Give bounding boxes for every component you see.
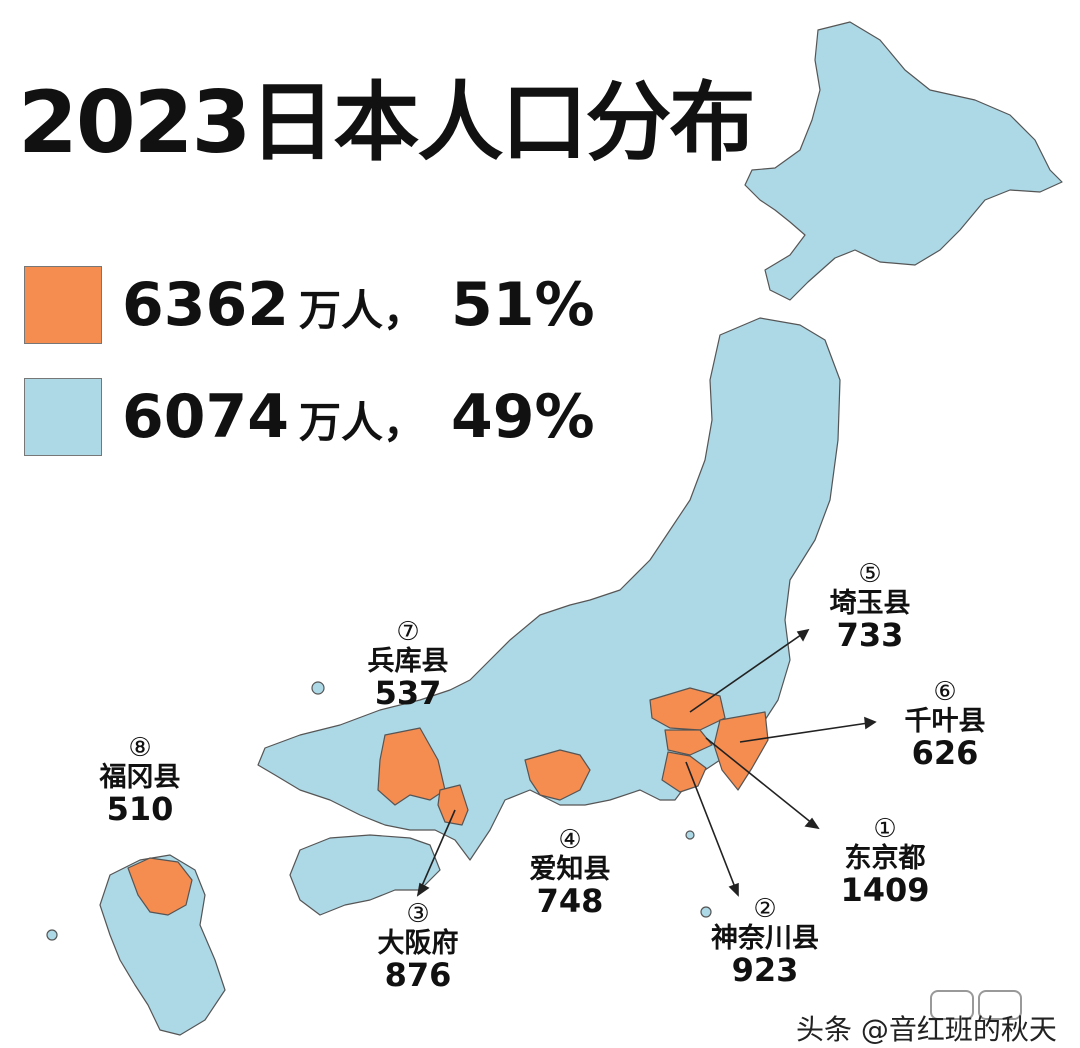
region-hokkaido bbox=[744, 21, 1063, 301]
map-title: 2023日本人口分布 bbox=[18, 73, 755, 173]
legend-population: 6362 bbox=[122, 270, 289, 340]
legend-unit: 万人， bbox=[299, 286, 426, 335]
legend-percent: 49% bbox=[451, 382, 595, 452]
pref-kanagawa bbox=[661, 751, 707, 793]
label-kanagawa: ② 神奈川县 923 bbox=[711, 894, 819, 990]
pref-aichi bbox=[524, 749, 591, 801]
region-kyushu bbox=[99, 854, 226, 1036]
label-fukuoka: ⑧ 福冈县 510 bbox=[99, 733, 181, 829]
label-chiba: ⑥ 千叶县 626 bbox=[904, 677, 986, 773]
label-hyogo: ⑦ 兵库县 537 bbox=[367, 617, 449, 713]
region-shikoku bbox=[289, 834, 441, 916]
pref-fukuoka bbox=[127, 857, 193, 916]
pref-chiba bbox=[713, 711, 769, 791]
legend-unit: 万人， bbox=[299, 398, 426, 447]
watermark-box bbox=[930, 990, 974, 1020]
legend-item-rest: 6074 万人， 49% bbox=[24, 378, 595, 456]
label-osaka: ③ 大阪府 876 bbox=[377, 899, 459, 995]
legend-swatch-blue bbox=[24, 378, 102, 456]
arrow-kanagawa bbox=[685, 761, 739, 896]
legend-population: 6074 bbox=[122, 382, 289, 452]
watermark-box bbox=[978, 990, 1022, 1020]
pref-tokyo bbox=[664, 729, 713, 756]
legend-swatch-orange bbox=[24, 266, 102, 344]
watermark-text: 头条 @音红班的秋天 bbox=[796, 1013, 1057, 1046]
label-tokyo: ① 东京都 1409 bbox=[840, 814, 930, 910]
label-saitama: ⑤ 埼玉县 733 bbox=[829, 559, 911, 655]
pref-hyogo bbox=[377, 727, 446, 806]
legend-item-highlight: 6362 万人， 51% bbox=[24, 266, 595, 344]
arrow-osaka bbox=[417, 809, 456, 896]
arrow-tokyo bbox=[705, 737, 819, 829]
pref-saitama bbox=[649, 687, 726, 731]
arrow-chiba bbox=[739, 721, 876, 743]
label-aichi: ④ 爱知县 748 bbox=[529, 825, 611, 921]
legend-percent: 51% bbox=[451, 270, 595, 340]
pref-osaka bbox=[437, 784, 469, 826]
arrow-saitama bbox=[689, 629, 809, 713]
